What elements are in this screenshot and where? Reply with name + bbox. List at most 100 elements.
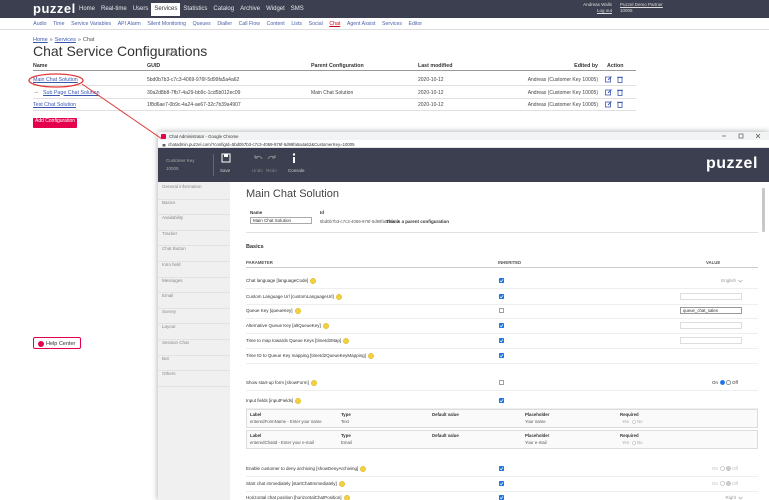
sidebar-item[interactable]: Tracker: [158, 231, 230, 247]
window-controls[interactable]: [718, 133, 766, 139]
text-input[interactable]: queue_chat_sales: [680, 307, 742, 314]
nav-item[interactable]: Users: [132, 5, 149, 12]
sub-nav-item[interactable]: API Alarm: [117, 21, 141, 27]
inherited-checkbox[interactable]: [499, 308, 505, 314]
name-input[interactable]: Main Chat Solution: [250, 217, 312, 224]
logout-link[interactable]: Log out: [596, 8, 612, 13]
last-modified: 2020-10-12: [418, 89, 444, 96]
add-configuration-button[interactable]: Add Configuration: [33, 118, 77, 128]
radio-on: [720, 380, 725, 385]
sidebar-item[interactable]: Others: [158, 371, 230, 387]
delete-button[interactable]: [617, 101, 623, 108]
sidebar-item[interactable]: Layout: [158, 324, 230, 340]
help-icon[interactable]: [168, 48, 176, 56]
toolbar-button[interactable]: Undo: [252, 168, 263, 173]
param-help-icon[interactable]: [368, 352, 374, 359]
inherited-checkbox[interactable]: [499, 495, 504, 500]
nav-item[interactable]: Catalog: [213, 5, 235, 12]
config-name-link[interactable]: Main Chat Solution: [33, 77, 78, 83]
sub-nav-item[interactable]: Agent Assist: [346, 21, 376, 27]
edit-button[interactable]: [605, 76, 612, 83]
breadcrumb-item[interactable]: Services: [54, 37, 76, 43]
logo[interactable]: puzzel: [33, 1, 76, 16]
sub-nav-item[interactable]: Call Flow: [238, 21, 260, 27]
inherited-checkbox[interactable]: [499, 398, 504, 403]
sidebar-item[interactable]: Availability: [158, 215, 230, 231]
nav-item[interactable]: Real-time: [101, 5, 127, 12]
nav-item[interactable]: Statistics: [183, 5, 208, 12]
sidebar-item[interactable]: Email: [158, 293, 230, 309]
text-input[interactable]: [680, 322, 742, 329]
sub-nav-item[interactable]: Queues: [192, 21, 211, 27]
toolbar-button[interactable]: Console: [288, 168, 305, 173]
sidebar-item[interactable]: Chat Button: [158, 246, 230, 262]
param-help-icon[interactable]: [344, 494, 350, 500]
param-help-icon[interactable]: [360, 465, 366, 472]
sidebar-item[interactable]: Session Chat: [158, 340, 230, 356]
url[interactable]: chatadmin.puzzel.com/?configId=5bd0b7b3-…: [168, 141, 355, 147]
sub-nav-item[interactable]: Time: [53, 21, 65, 27]
breadcrumb-item[interactable]: Home: [33, 37, 48, 43]
select-value[interactable]: English: [721, 278, 736, 283]
nav-item[interactable]: Archive: [240, 5, 261, 12]
inherited-checkbox[interactable]: [499, 380, 505, 386]
sidebar-item[interactable]: Survey: [158, 309, 230, 325]
config-name-link[interactable]: Test Chat Solution: [33, 102, 76, 108]
param-help-icon[interactable]: [311, 379, 317, 386]
param-help-icon[interactable]: [323, 322, 329, 329]
required-radio[interactable]: [632, 419, 636, 424]
help-center-button[interactable]: Help Center: [33, 337, 81, 349]
inherited-checkbox[interactable]: [499, 481, 504, 486]
param-help-icon[interactable]: [339, 480, 345, 487]
sidebar-item[interactable]: Messages: [158, 278, 230, 294]
select-value[interactable]: Right: [725, 495, 736, 500]
sub-nav-item[interactable]: Content: [266, 21, 285, 27]
radio-group[interactable]: [720, 380, 732, 385]
sub-nav-item[interactable]: Chat: [329, 21, 341, 27]
radio-group[interactable]: [720, 466, 732, 471]
param-help-icon[interactable]: [310, 277, 316, 284]
required-radio[interactable]: [632, 440, 636, 445]
sidebar-item[interactable]: General information: [158, 184, 230, 200]
delete-button[interactable]: [617, 76, 623, 83]
sub-nav-item[interactable]: Services: [382, 21, 402, 27]
radio-off: [726, 466, 731, 471]
inherited-checkbox[interactable]: [499, 294, 504, 299]
text-input[interactable]: [680, 293, 742, 300]
delete-button[interactable]: [617, 89, 623, 96]
edit-button[interactable]: [605, 88, 612, 96]
sidebar-item[interactable]: Bot: [158, 356, 230, 372]
nav-item[interactable]: Services: [151, 2, 181, 16]
toolbar-button[interactable]: Redo: [266, 168, 277, 173]
edit-button[interactable]: [605, 101, 612, 108]
inherited-checkbox[interactable]: [499, 466, 504, 471]
edit-pen: [607, 101, 612, 106]
nav-item[interactable]: SMS: [290, 5, 304, 12]
inherited-checkbox[interactable]: [499, 353, 504, 358]
sidebar-item[interactable]: Intro field: [158, 262, 230, 278]
sub-nav-item[interactable]: Editor: [408, 21, 423, 27]
inherited-checkbox[interactable]: [499, 278, 504, 283]
help-mark: [171, 50, 173, 54]
param-help-icon[interactable]: [295, 397, 301, 404]
param-help-icon[interactable]: [295, 307, 301, 314]
sidebar-item[interactable]: Basics: [158, 200, 230, 216]
sub-nav-item[interactable]: Silent Monitoring: [147, 21, 186, 27]
sub-nav-item[interactable]: Dialler: [217, 21, 233, 27]
delete-icon: [617, 102, 623, 108]
sub-nav-item[interactable]: Service Variables: [71, 21, 112, 27]
radio-group[interactable]: [720, 481, 732, 486]
sub-nav-item[interactable]: Lists: [291, 21, 303, 27]
sub-nav-item[interactable]: Social: [308, 21, 323, 27]
text-input[interactable]: [680, 337, 742, 344]
toolbar-button[interactable]: Save: [220, 168, 231, 173]
inherited-checkbox[interactable]: [499, 338, 504, 343]
sub-nav-item[interactable]: Audio: [33, 21, 47, 27]
param-help-icon[interactable]: [343, 337, 349, 344]
company-name[interactable]: Puzzel Demo Partner: [620, 2, 663, 7]
inherited-checkbox[interactable]: [499, 323, 504, 328]
nav-item[interactable]: Widget: [266, 5, 285, 12]
config-name-link[interactable]: Sub Page Chat Solution: [43, 89, 100, 96]
param-help-icon[interactable]: [336, 293, 342, 300]
nav-item[interactable]: Home: [79, 5, 96, 12]
